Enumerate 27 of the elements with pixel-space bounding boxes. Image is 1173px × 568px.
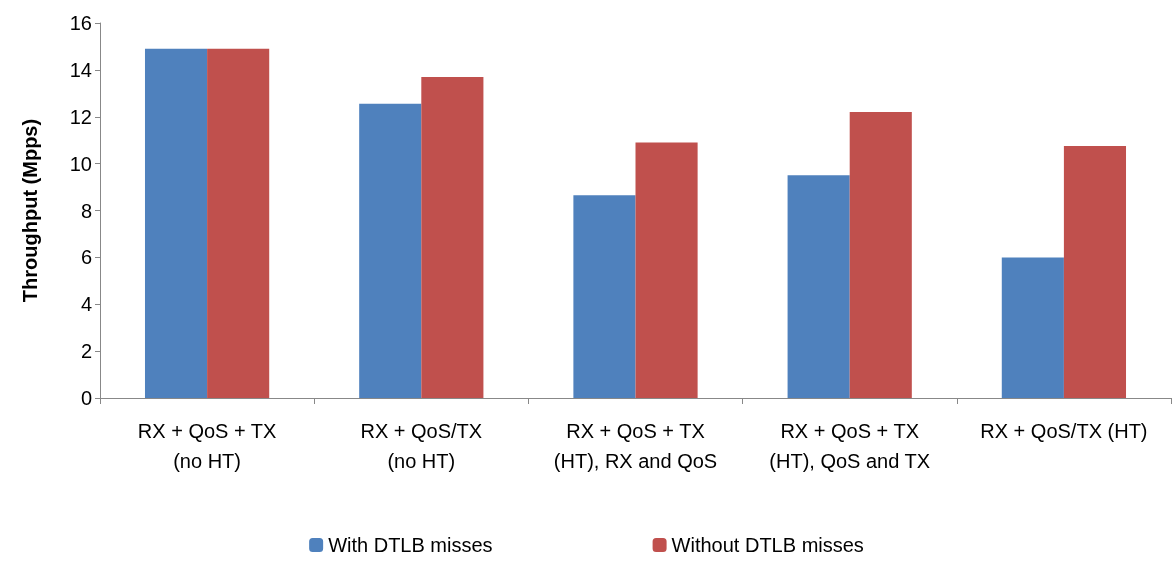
legend-label: Without DTLB misses — [671, 534, 864, 556]
bar — [635, 142, 698, 398]
x-tick-label: RX + QoS + TX (no HT) — [137, 420, 277, 472]
x-tick-label: RX + QoS + TX (HT), QoS and TX — [769, 420, 931, 472]
y-tick-label: 12 — [69, 105, 92, 128]
y-tick-label: 8 — [80, 199, 92, 222]
bar — [207, 48, 270, 398]
x-tick-label: RX + QoS/TX (HT) — [980, 420, 1148, 442]
x-tick-label: RX + QoS/TX (no HT) — [360, 420, 483, 472]
y-axis-title: Throughput (Mpps) — [19, 118, 41, 303]
bar — [1001, 257, 1064, 398]
bar — [787, 175, 850, 398]
bar — [359, 103, 422, 398]
bar — [849, 112, 912, 398]
y-tick-label: 14 — [69, 58, 92, 81]
y-tick-label: 0 — [80, 387, 92, 409]
x-tick-label: RX + QoS + TX (HT), RX and QoS — [553, 420, 718, 472]
legend-label: With DTLB misses — [328, 534, 493, 556]
bar — [144, 48, 208, 398]
y-tick-label: 4 — [80, 293, 92, 316]
y-tick-label: 16 — [69, 12, 92, 34]
bar — [421, 76, 484, 398]
y-tick-label: 2 — [80, 340, 92, 363]
bar — [573, 195, 636, 398]
bar — [1063, 146, 1127, 398]
y-tick-label: 6 — [80, 246, 92, 269]
y-tick-label: 10 — [69, 152, 92, 175]
